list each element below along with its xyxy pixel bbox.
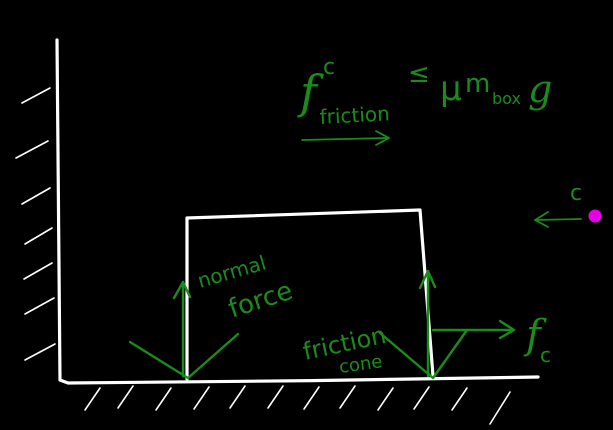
friction-inequality: f c friction ≤ μ m box g — [297, 55, 552, 129]
ground-hatching — [84, 385, 511, 425]
friction-cone-label: friction cone — [300, 321, 388, 378]
eq-m-subscript: box — [492, 89, 521, 108]
wall-hatching — [15, 87, 56, 361]
ground — [58, 375, 540, 425]
fc-subscript: c — [540, 343, 551, 367]
left-friction-cone — [128, 332, 240, 380]
normal-force-label: normal force — [195, 250, 297, 324]
eq-m: m — [465, 69, 490, 99]
box — [185, 208, 435, 381]
left-normal-force-arrow — [172, 280, 192, 378]
eq-superscript-c: c — [323, 55, 335, 80]
friction-direction-arrow — [301, 130, 390, 146]
wall — [15, 38, 62, 382]
eq-leq: ≤ — [408, 59, 430, 89]
contact-point-group: c — [534, 181, 602, 228]
contact-point-dot — [588, 209, 602, 223]
eq-g: g — [528, 67, 552, 111]
eq-subscript-friction: friction — [319, 101, 390, 129]
wall-line — [55, 38, 62, 382]
normal-force-line2: force — [225, 276, 297, 325]
contact-point-arrow-shaft — [534, 218, 582, 221]
right-friction-cone — [378, 328, 469, 380]
right-normal-force-arrow — [418, 269, 437, 378]
eq-mu: μ — [440, 69, 462, 109]
contact-point-arrow-head — [534, 211, 549, 228]
fc-label: f c — [523, 312, 551, 367]
contact-point-label: c — [570, 181, 582, 206]
contact-force-arrow — [431, 319, 516, 340]
ground-line — [58, 375, 540, 385]
